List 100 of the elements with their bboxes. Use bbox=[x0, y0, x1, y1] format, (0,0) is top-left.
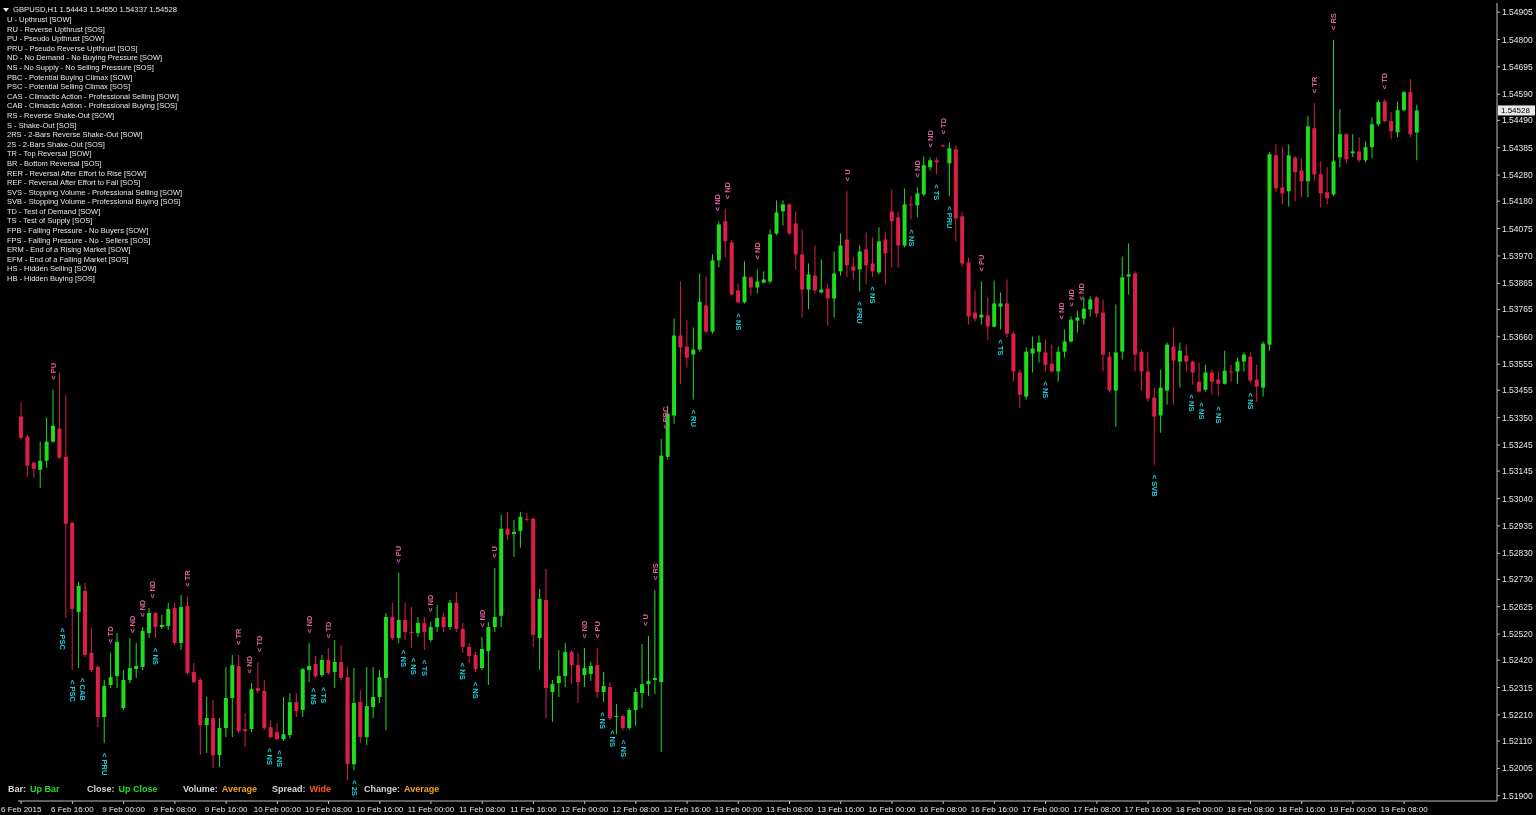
y-tick-label: 1.52730 bbox=[1502, 574, 1533, 585]
candlestick bbox=[415, 616, 420, 638]
candlestick bbox=[1094, 295, 1099, 319]
y-tick-label: 1.52520 bbox=[1502, 629, 1533, 640]
x-tick-label: 13 Feb 08:00 bbox=[765, 804, 814, 814]
candlestick bbox=[1363, 140, 1368, 163]
candlestick bbox=[774, 199, 779, 236]
y-tick-label: 1.52110 bbox=[1502, 736, 1533, 747]
x-tick-label: 17 Feb 08:00 bbox=[1073, 804, 1121, 814]
candlestick bbox=[1248, 351, 1253, 384]
candlestick bbox=[582, 647, 587, 688]
candlestick bbox=[441, 612, 446, 633]
annotation: Change: bbox=[364, 784, 400, 795]
candlestick bbox=[281, 696, 286, 742]
candlestick bbox=[409, 606, 414, 649]
candlestick bbox=[1190, 360, 1195, 386]
candlestick bbox=[326, 647, 331, 676]
annotation: Up Close bbox=[118, 784, 158, 795]
x-tick-label: 18 Feb 00:00 bbox=[1175, 804, 1224, 814]
candlestick bbox=[51, 389, 56, 444]
candlestick bbox=[1203, 364, 1208, 393]
candlestick bbox=[908, 195, 913, 220]
candlestick bbox=[492, 567, 497, 633]
candlestick bbox=[998, 291, 1003, 330]
candlestick bbox=[812, 245, 817, 295]
candlestick bbox=[1062, 329, 1067, 359]
candlestick bbox=[428, 621, 433, 643]
candlestick bbox=[947, 141, 952, 197]
candlestick bbox=[569, 649, 574, 685]
annotation: Spread: bbox=[272, 784, 306, 795]
candlestick bbox=[563, 642, 568, 688]
candlestick bbox=[479, 636, 484, 671]
y-tick-label: 1.54905 bbox=[1502, 7, 1533, 18]
candlestick bbox=[307, 642, 312, 683]
candlestick bbox=[1152, 387, 1157, 466]
y-tick-label: 1.53040 bbox=[1502, 493, 1533, 504]
candlestick bbox=[38, 441, 43, 489]
x-tick-label: 12 Feb 00:00 bbox=[561, 804, 609, 814]
candlestick bbox=[857, 245, 862, 292]
annotation: Up Bar bbox=[30, 784, 60, 795]
y-tick-label: 1.52315 bbox=[1502, 682, 1533, 693]
candlestick bbox=[1401, 90, 1406, 112]
candlestick bbox=[1395, 100, 1400, 138]
candlestick bbox=[390, 602, 395, 641]
candlestick bbox=[780, 199, 785, 226]
candlestick bbox=[512, 519, 516, 558]
candlestick bbox=[255, 661, 260, 694]
y-tick-label: 1.53660 bbox=[1502, 331, 1533, 342]
y-tick-label: 1.53970 bbox=[1502, 250, 1533, 261]
x-tick-label: 16 Feb 00:00 bbox=[868, 804, 917, 814]
x-tick-label: 9 Feb 00:00 bbox=[102, 804, 146, 814]
candlestick bbox=[870, 236, 875, 278]
candlestick bbox=[19, 402, 23, 441]
x-tick-label: 11 Feb 08:00 bbox=[458, 804, 507, 814]
candlestick bbox=[646, 635, 651, 697]
candlestick bbox=[204, 696, 209, 754]
candlestick bbox=[1069, 315, 1074, 344]
candlestick bbox=[1209, 369, 1214, 396]
candlestick bbox=[1177, 342, 1182, 389]
candlestick bbox=[313, 655, 318, 679]
candlestick bbox=[633, 687, 638, 727]
candlestick bbox=[652, 589, 657, 695]
candlestick bbox=[332, 639, 337, 689]
candlestick bbox=[243, 712, 248, 748]
candlestick bbox=[1126, 242, 1131, 296]
y-tick-label: 1.54490 bbox=[1502, 115, 1533, 126]
x-tick-label: 16 Feb 08:00 bbox=[919, 804, 968, 814]
candlestick bbox=[467, 642, 472, 664]
candlestick bbox=[108, 652, 113, 689]
candlestick bbox=[601, 671, 606, 703]
y-tick-label: 1.54800 bbox=[1502, 34, 1533, 45]
y-tick-label: 1.52210 bbox=[1502, 709, 1533, 720]
candlestick bbox=[377, 669, 382, 704]
candlestick bbox=[864, 231, 869, 285]
candlestick bbox=[1280, 146, 1285, 205]
x-tick-label: 19 Feb 08:00 bbox=[1380, 804, 1429, 814]
y-tick-label: 1.54075 bbox=[1502, 223, 1533, 234]
y-tick-label: 1.52830 bbox=[1502, 548, 1533, 559]
candlestick bbox=[1337, 108, 1342, 168]
candlestick bbox=[89, 627, 94, 673]
y-tick-label: 1.53865 bbox=[1502, 278, 1533, 289]
candlestick bbox=[1017, 369, 1022, 409]
candlestick bbox=[1241, 351, 1246, 372]
y-tick-label: 1.52625 bbox=[1502, 601, 1533, 612]
candlestick bbox=[985, 296, 990, 341]
candlestick bbox=[915, 186, 920, 218]
annotation: Average bbox=[404, 784, 440, 795]
candlestick bbox=[1139, 349, 1144, 392]
candlestick bbox=[1222, 350, 1227, 386]
candlestick bbox=[460, 622, 465, 654]
y-tick-label: 1.52420 bbox=[1502, 655, 1533, 666]
candlestick bbox=[275, 722, 280, 741]
candlestick bbox=[1088, 295, 1093, 317]
y-tick-label: 1.54280 bbox=[1502, 170, 1533, 181]
candlestick bbox=[825, 283, 830, 327]
candlestick bbox=[684, 319, 689, 369]
candlestick bbox=[191, 662, 196, 684]
candlestick bbox=[1056, 345, 1061, 383]
x-tick-label: 10 Feb 08:00 bbox=[304, 804, 353, 814]
x-tick-label: 9 Feb 16:00 bbox=[204, 804, 248, 814]
